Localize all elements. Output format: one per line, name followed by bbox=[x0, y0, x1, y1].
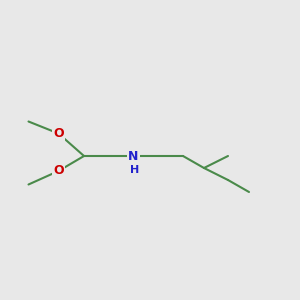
Text: O: O bbox=[53, 164, 64, 178]
Text: H: H bbox=[130, 165, 140, 176]
Text: O: O bbox=[53, 127, 64, 140]
Text: N: N bbox=[128, 149, 139, 163]
